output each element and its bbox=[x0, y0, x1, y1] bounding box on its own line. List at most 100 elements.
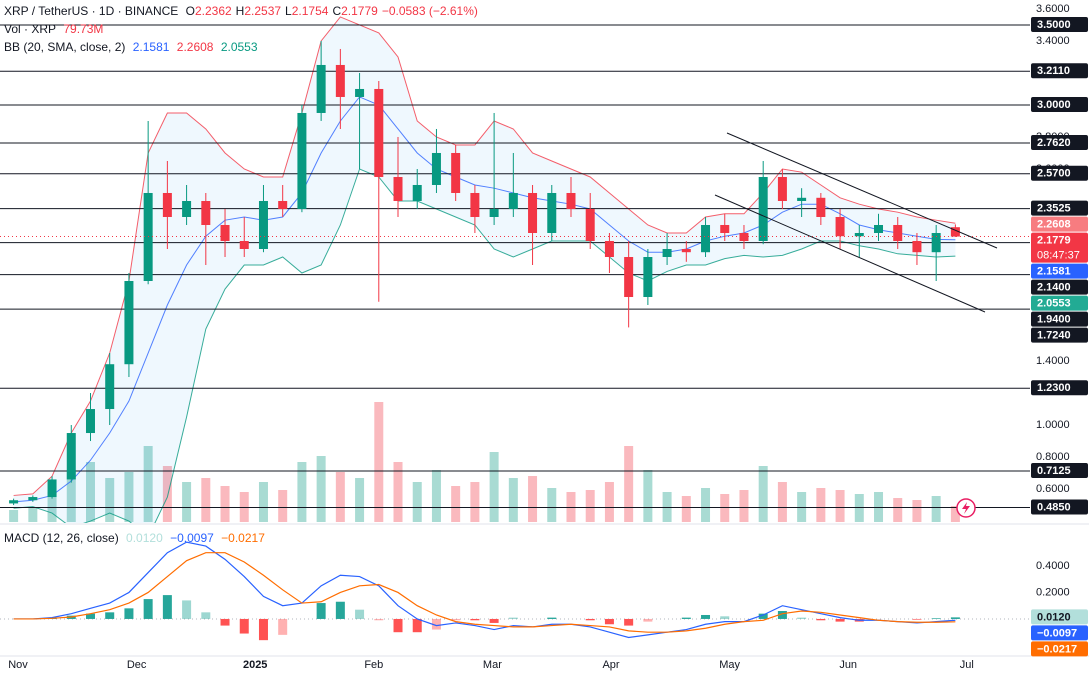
macd-histogram-bar bbox=[508, 617, 518, 619]
x-tick-label: Apr bbox=[602, 659, 619, 671]
macd-histogram-bar bbox=[182, 600, 192, 619]
volume-value: 79.73M bbox=[63, 22, 104, 36]
ohlc-value: 2.1754 bbox=[291, 4, 329, 18]
volume-bar bbox=[162, 466, 172, 522]
candle-body bbox=[393, 176, 403, 201]
volume-bar bbox=[85, 462, 95, 522]
macd-histogram-bar bbox=[701, 614, 711, 619]
level-label: 3.0000 bbox=[1037, 99, 1071, 111]
candle-body bbox=[220, 224, 230, 241]
macd-signal-value: −0.0217 bbox=[221, 531, 265, 545]
trend-channel-bottom bbox=[714, 194, 986, 313]
ohlc-letter: C bbox=[332, 4, 342, 18]
macd-histogram-bar bbox=[258, 618, 268, 641]
ohlc-value: 2.1779 bbox=[341, 4, 378, 18]
macd-macd-line bbox=[13, 541, 956, 639]
volume-bar bbox=[585, 490, 595, 522]
candle-body bbox=[816, 197, 826, 217]
x-tick-label: Jul bbox=[960, 659, 974, 671]
price-axis: 3.60003.40002.80002.60001.40001.00000.80… bbox=[1031, 3, 1088, 657]
volume-bar bbox=[758, 466, 768, 522]
ohlc-letter: O bbox=[185, 4, 195, 18]
candle-body bbox=[835, 216, 845, 237]
candle-body bbox=[85, 409, 95, 434]
x-tick-label: Mar bbox=[483, 659, 502, 671]
macd-label: −0.0097 bbox=[1037, 627, 1077, 639]
candle-body bbox=[451, 152, 461, 193]
volume-bar bbox=[835, 490, 845, 522]
level-label: 2.3525 bbox=[1037, 202, 1071, 214]
volume-header: Vol · XRP 79.73M bbox=[4, 22, 107, 36]
candle-body bbox=[431, 152, 441, 185]
level-label-badge bbox=[1031, 135, 1088, 151]
level-label: 3.2110 bbox=[1037, 65, 1070, 77]
volume-bar bbox=[220, 486, 230, 522]
level-label: 1.9400 bbox=[1037, 313, 1071, 325]
volume-bar bbox=[412, 482, 422, 522]
candle-body bbox=[777, 176, 787, 201]
change: −0.0583 (−2.61%) bbox=[381, 4, 478, 18]
macd-histogram-bar bbox=[201, 612, 211, 619]
candle-body bbox=[797, 197, 807, 201]
level-label-badge bbox=[1031, 200, 1088, 216]
macd-label-badge bbox=[1031, 625, 1088, 641]
volume-bar bbox=[508, 478, 518, 522]
symbol: XRP / TetherUS · 1D · BINANCE bbox=[4, 4, 179, 18]
ohlc: O2.2362 H2.2537 L2.1754 C2.1779 −0.0583 (−2.… bbox=[186, 4, 482, 18]
volume-bar bbox=[201, 478, 211, 522]
volume-bar bbox=[393, 462, 403, 522]
volume-bar bbox=[701, 488, 711, 522]
macd-hist-value: 0.0120 bbox=[126, 531, 163, 545]
y-tick-label: 3.6000 bbox=[1036, 3, 1070, 15]
macd-histogram-bar bbox=[431, 618, 441, 630]
bb-upper-value: 2.2608 bbox=[176, 40, 214, 54]
volume-bar bbox=[451, 486, 461, 522]
bb-upper-label-badge bbox=[1031, 216, 1088, 232]
macd-histogram-bar bbox=[585, 618, 595, 621]
macd-histogram-bar bbox=[681, 617, 691, 619]
level-label: 1.2300 bbox=[1037, 382, 1071, 394]
volume-bar bbox=[893, 498, 903, 522]
macd-histogram-bar bbox=[624, 618, 634, 626]
candle-body bbox=[355, 88, 365, 97]
volume-bar bbox=[931, 496, 941, 522]
bb-lower-value: 2.0553 bbox=[220, 40, 258, 54]
candle-body bbox=[912, 240, 922, 253]
level-label: 0.7125 bbox=[1037, 465, 1071, 477]
candle-body bbox=[470, 192, 480, 217]
candle-body bbox=[681, 248, 691, 253]
bb-fill bbox=[13, 16, 956, 523]
macd-signal-label-badge bbox=[1031, 641, 1088, 657]
candle-body bbox=[335, 64, 345, 97]
candle-body bbox=[239, 240, 249, 249]
candle-body bbox=[105, 364, 115, 410]
candle-body bbox=[739, 232, 749, 241]
volume-bar bbox=[143, 446, 153, 522]
candle-body bbox=[720, 224, 730, 233]
volume-bar bbox=[547, 488, 557, 522]
macd-histogram-bar bbox=[239, 618, 249, 634]
volume-bar bbox=[297, 462, 307, 522]
alert-icon-bolt bbox=[962, 502, 970, 514]
trend-channel-top bbox=[726, 132, 998, 249]
macd-histogram-bar bbox=[124, 608, 134, 619]
level-label: 2.5700 bbox=[1037, 168, 1071, 180]
macd-histogram-bar bbox=[489, 618, 499, 623]
volume-bar bbox=[278, 490, 288, 522]
level-label-badge bbox=[1031, 63, 1088, 79]
macd-histogram-bar bbox=[777, 611, 787, 619]
candle-body bbox=[874, 224, 884, 233]
macd-histogram-bar bbox=[374, 618, 384, 621]
bb-upper-label: 2.2608 bbox=[1037, 218, 1071, 230]
macd-histogram-bar bbox=[604, 618, 614, 625]
macd-hist-label: 0.0120 bbox=[1037, 611, 1071, 623]
price-pane bbox=[0, 16, 1030, 523]
volume-bar bbox=[681, 496, 691, 522]
macd-hist-label-badge bbox=[1031, 609, 1088, 625]
candle-body bbox=[47, 479, 57, 498]
level-label: 2.1400 bbox=[1037, 281, 1071, 293]
level-label-badge bbox=[1031, 463, 1088, 479]
level-label: 3.5000 bbox=[1037, 19, 1071, 31]
level-label-badge bbox=[1031, 499, 1088, 515]
macd-histogram-bar bbox=[835, 618, 845, 622]
